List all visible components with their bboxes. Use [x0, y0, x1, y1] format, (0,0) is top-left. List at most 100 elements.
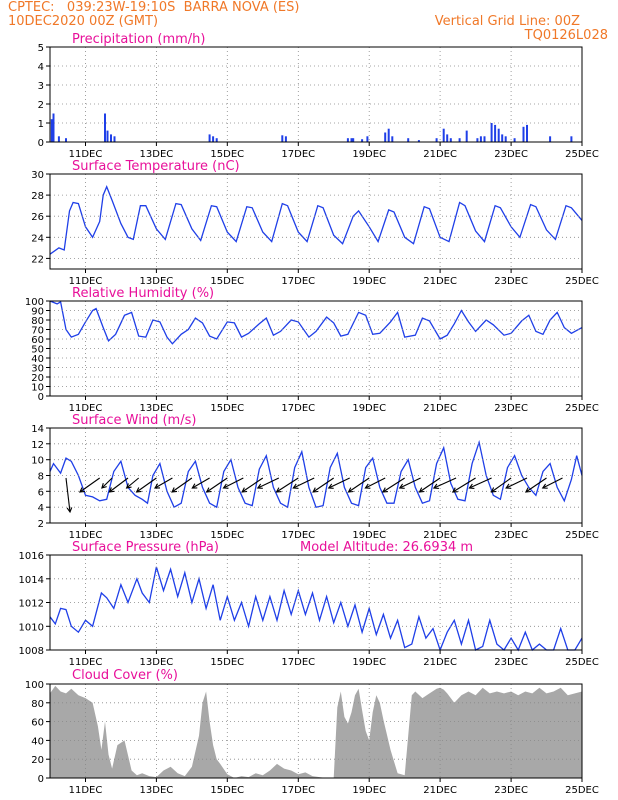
x-tick-label: 17DEC	[281, 530, 315, 541]
x-tick-label: 23DEC	[494, 530, 528, 541]
wind-vector-24	[469, 477, 492, 489]
wind-vector-26	[505, 477, 528, 489]
wind-vector-16	[328, 477, 350, 489]
wind-vector-head-12	[256, 483, 263, 489]
wind-vector-3	[109, 477, 129, 493]
x-tick-label: 19DEC	[352, 785, 386, 796]
wind-vector-head-4	[125, 483, 132, 489]
y-tick-label: 60	[31, 718, 44, 729]
wind-vector-21	[419, 477, 441, 493]
x-tick-label: 11DEC	[69, 149, 103, 160]
y-tick-label: 60	[31, 335, 44, 346]
x-tick-label: 11DEC	[69, 530, 103, 541]
wind-vector-18	[365, 477, 386, 489]
wind-vector-28	[542, 477, 563, 489]
cloud-cover-area	[50, 685, 582, 778]
wind-vector-head-5	[135, 487, 142, 493]
wind-vector-17	[348, 477, 370, 493]
wind-vector-27	[525, 477, 547, 493]
x-tick-label: 13DEC	[140, 657, 174, 668]
y-tick-label: 20	[31, 373, 44, 384]
x-tick-label: 11DEC	[69, 657, 103, 668]
series-line-3	[49, 300, 583, 345]
wind-vector-25	[491, 477, 512, 493]
y-tick-label: 10	[31, 383, 44, 394]
precip-bar-36	[504, 136, 507, 142]
y-tick-label: 70	[31, 326, 44, 337]
precip-bar-33	[494, 124, 497, 142]
wind-vector-head-8	[191, 483, 198, 489]
precip-bar-22	[417, 140, 420, 142]
y-tick-label: 1008	[19, 646, 44, 657]
x-tick-label: 21DEC	[423, 149, 457, 160]
y-tick-label: 2	[38, 100, 44, 111]
precip-bar-38	[522, 126, 525, 142]
x-tick-label: 17DEC	[281, 657, 315, 668]
precip-bar-39	[526, 124, 528, 142]
x-tick-label: 13DEC	[140, 530, 174, 541]
precip-bar-17	[366, 136, 369, 142]
wind-vector-2	[101, 477, 113, 489]
wind-vector-head-10	[222, 483, 229, 489]
x-tick-label: 19DEC	[352, 530, 386, 541]
x-tick-label: 19DEC	[352, 149, 386, 160]
wind-vector-head-22	[432, 483, 439, 489]
x-tick-label: 21DEC	[423, 785, 457, 796]
y-tick-label: 100	[25, 297, 44, 308]
y-tick-label: 100	[25, 680, 44, 691]
x-tick-label: 25DEC	[565, 530, 599, 541]
precip-bar-1	[52, 113, 55, 142]
series-line-4	[49, 439, 583, 509]
precip-bar-9	[212, 136, 215, 142]
x-tick-label: 17DEC	[281, 403, 315, 414]
precip-bar-6	[110, 134, 112, 142]
x-tick-label: 21DEC	[423, 530, 457, 541]
wind-vector-13	[276, 477, 299, 493]
series-line-5	[49, 566, 583, 652]
wind-vector-6	[154, 477, 173, 489]
y-tick-label: 12	[31, 440, 44, 451]
precip-bar-18	[384, 132, 387, 142]
y-tick-label: 30	[31, 170, 44, 181]
precip-bar-10	[215, 138, 218, 142]
wind-vector-8	[192, 477, 210, 489]
precip-bar-25	[446, 134, 449, 142]
wind-vector-head-26	[505, 483, 512, 489]
wind-vector-head-25	[490, 487, 497, 493]
y-tick-label: 1014	[19, 575, 44, 586]
header-station: CPTEC: 039:23W-19:10S BARRA NOVA (ES)	[8, 0, 300, 15]
y-tick-label: 0	[38, 392, 44, 403]
x-tick-label: 25DEC	[565, 403, 599, 414]
x-tick-label: 21DEC	[423, 403, 457, 414]
wind-vector-head-11	[241, 487, 248, 493]
y-tick-label: 2	[38, 519, 44, 530]
wind-vector-head-19	[381, 487, 388, 493]
wind-vector-23	[452, 477, 476, 493]
x-tick-label: 23DEC	[494, 785, 528, 796]
precip-bar-4	[104, 113, 106, 142]
wind-vector-19	[382, 477, 405, 493]
wind-vector-head-7	[171, 487, 178, 493]
wind-vector-head-16	[327, 483, 334, 489]
x-tick-label: 17DEC	[281, 785, 315, 796]
header-model-id: TQ0126L028	[524, 28, 608, 43]
wind-vector-head-17	[347, 487, 354, 493]
precip-bar-2	[57, 136, 60, 142]
x-tick-label: 15DEC	[210, 149, 244, 160]
wind-vector-head-24	[468, 483, 475, 489]
precip-bar-21	[407, 138, 410, 142]
x-tick-label: 13DEC	[140, 785, 174, 796]
x-tick-label: 15DEC	[210, 530, 244, 541]
panel-4: 2 4 6 8 10 12 14 11DEC 13DEC 15DEC 17DEC 19DEC 21DEC…	[31, 413, 599, 541]
x-tick-label: 13DEC	[140, 149, 174, 160]
wind-vector-head-13	[275, 487, 282, 493]
panel-frame	[49, 683, 583, 779]
precip-bar-20	[391, 136, 394, 142]
wind-vector-head-28	[541, 483, 548, 489]
x-tick-label: 25DEC	[565, 785, 599, 796]
y-tick-label: 24	[31, 233, 44, 244]
wind-vector-head-0	[66, 507, 73, 514]
precip-bar-24	[442, 128, 445, 142]
y-tick-label: 22	[31, 254, 44, 265]
